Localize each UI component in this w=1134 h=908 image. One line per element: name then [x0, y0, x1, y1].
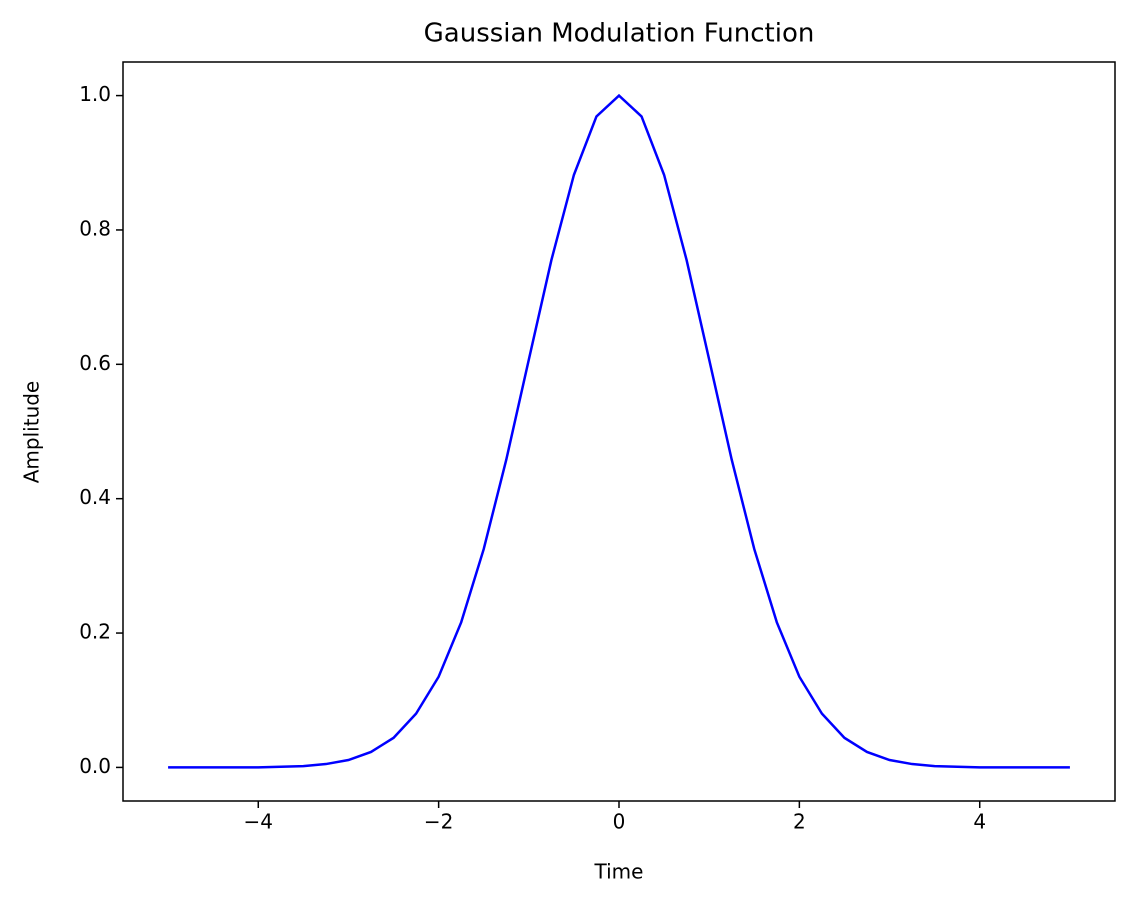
y-tick-label: 0.0: [79, 754, 111, 778]
plot-frame: [122, 61, 1116, 802]
x-tick-label: 0: [613, 810, 626, 834]
x-tick-label: −4: [244, 810, 273, 834]
x-axis-label: Time: [594, 860, 644, 884]
chart-title: Gaussian Modulation Function: [424, 19, 815, 49]
y-tick-label: 0.6: [79, 351, 111, 375]
y-tick-label: 1.0: [79, 82, 111, 106]
x-tick-label: −2: [424, 810, 453, 834]
y-tick-label: 0.4: [79, 485, 111, 509]
y-tick-label: 0.2: [79, 620, 111, 644]
y-tick-label: 0.8: [79, 216, 111, 240]
x-tick-label: 2: [793, 810, 806, 834]
x-tick-label: 4: [973, 810, 986, 834]
line: [168, 93, 1070, 769]
y-axis-label: Amplitude: [20, 381, 44, 484]
